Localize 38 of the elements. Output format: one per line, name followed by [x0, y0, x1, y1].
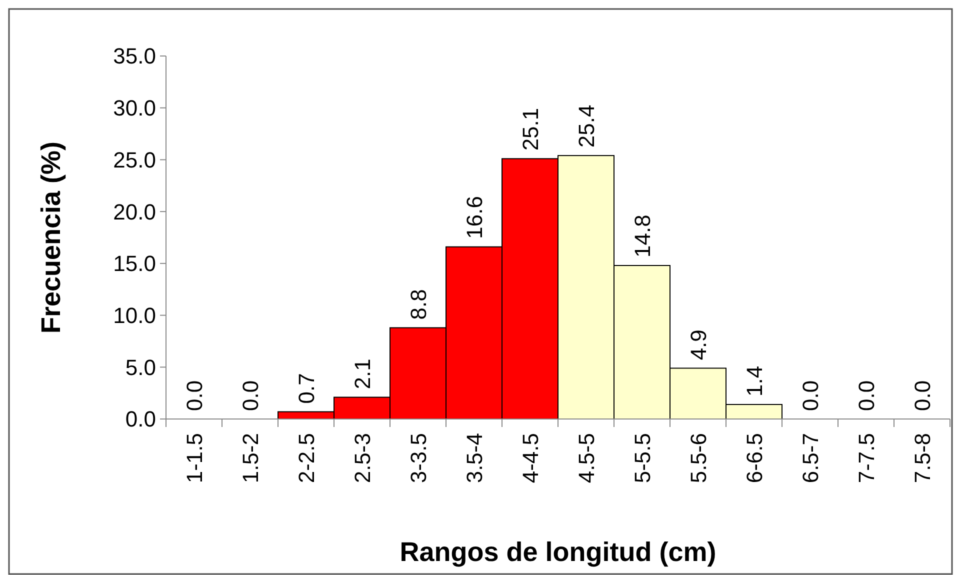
data-label: 4.9: [686, 330, 711, 360]
data-label: 2.1: [350, 358, 375, 390]
y-tick-label: 25.0: [113, 147, 156, 172]
x-axis-title: Rangos de longitud (cm): [400, 537, 716, 567]
y-tick-label: 30.0: [113, 96, 156, 121]
x-tick-label: 6-6.5: [742, 433, 767, 484]
y-axis-title: Frecuencia (%): [36, 141, 66, 334]
x-tick-label: 7-7.5: [854, 433, 879, 484]
data-label: 0.0: [854, 380, 879, 411]
data-label: 25.4: [574, 104, 599, 148]
y-tick-label: 35.0: [113, 44, 156, 69]
x-tick-label: 4.5-5: [574, 433, 599, 484]
y-tick-label: 20.0: [113, 199, 156, 224]
data-label: 1.4: [742, 366, 767, 396]
x-tick-label: 2-2.5: [294, 433, 319, 484]
data-label: 0.0: [798, 380, 823, 411]
x-tick-label: 1.5-2: [238, 433, 263, 484]
y-tick-label: 5.0: [125, 354, 156, 380]
data-label: 16.6: [462, 196, 487, 239]
x-tick-label: 2.5-3: [350, 433, 375, 484]
x-tick-label: 4-4.5: [518, 433, 543, 484]
x-tick-label: 1-1.5: [182, 433, 207, 484]
x-tick-label: 5.5-6: [686, 433, 711, 484]
x-tick-label: 3-3.5: [406, 433, 431, 484]
data-label: 25.1: [518, 108, 543, 151]
y-tick-label: 0.0: [125, 406, 156, 432]
x-tick-label: 5-5.5: [630, 433, 655, 484]
x-tick-label: 3.5-4: [462, 433, 487, 484]
data-label: 14.8: [630, 214, 655, 258]
data-label: 0.7: [294, 373, 319, 404]
data-label: 0.0: [182, 380, 207, 411]
y-tick-label: 10.0: [113, 302, 156, 328]
x-tick-label: 7.5-8: [910, 433, 935, 484]
data-label: 8.8: [406, 289, 431, 320]
data-label: 0.0: [910, 380, 935, 411]
x-tick-label: 6.5-7: [798, 433, 823, 484]
data-label: 0.0: [238, 380, 263, 411]
y-tick-label: 15.0: [113, 251, 156, 276]
